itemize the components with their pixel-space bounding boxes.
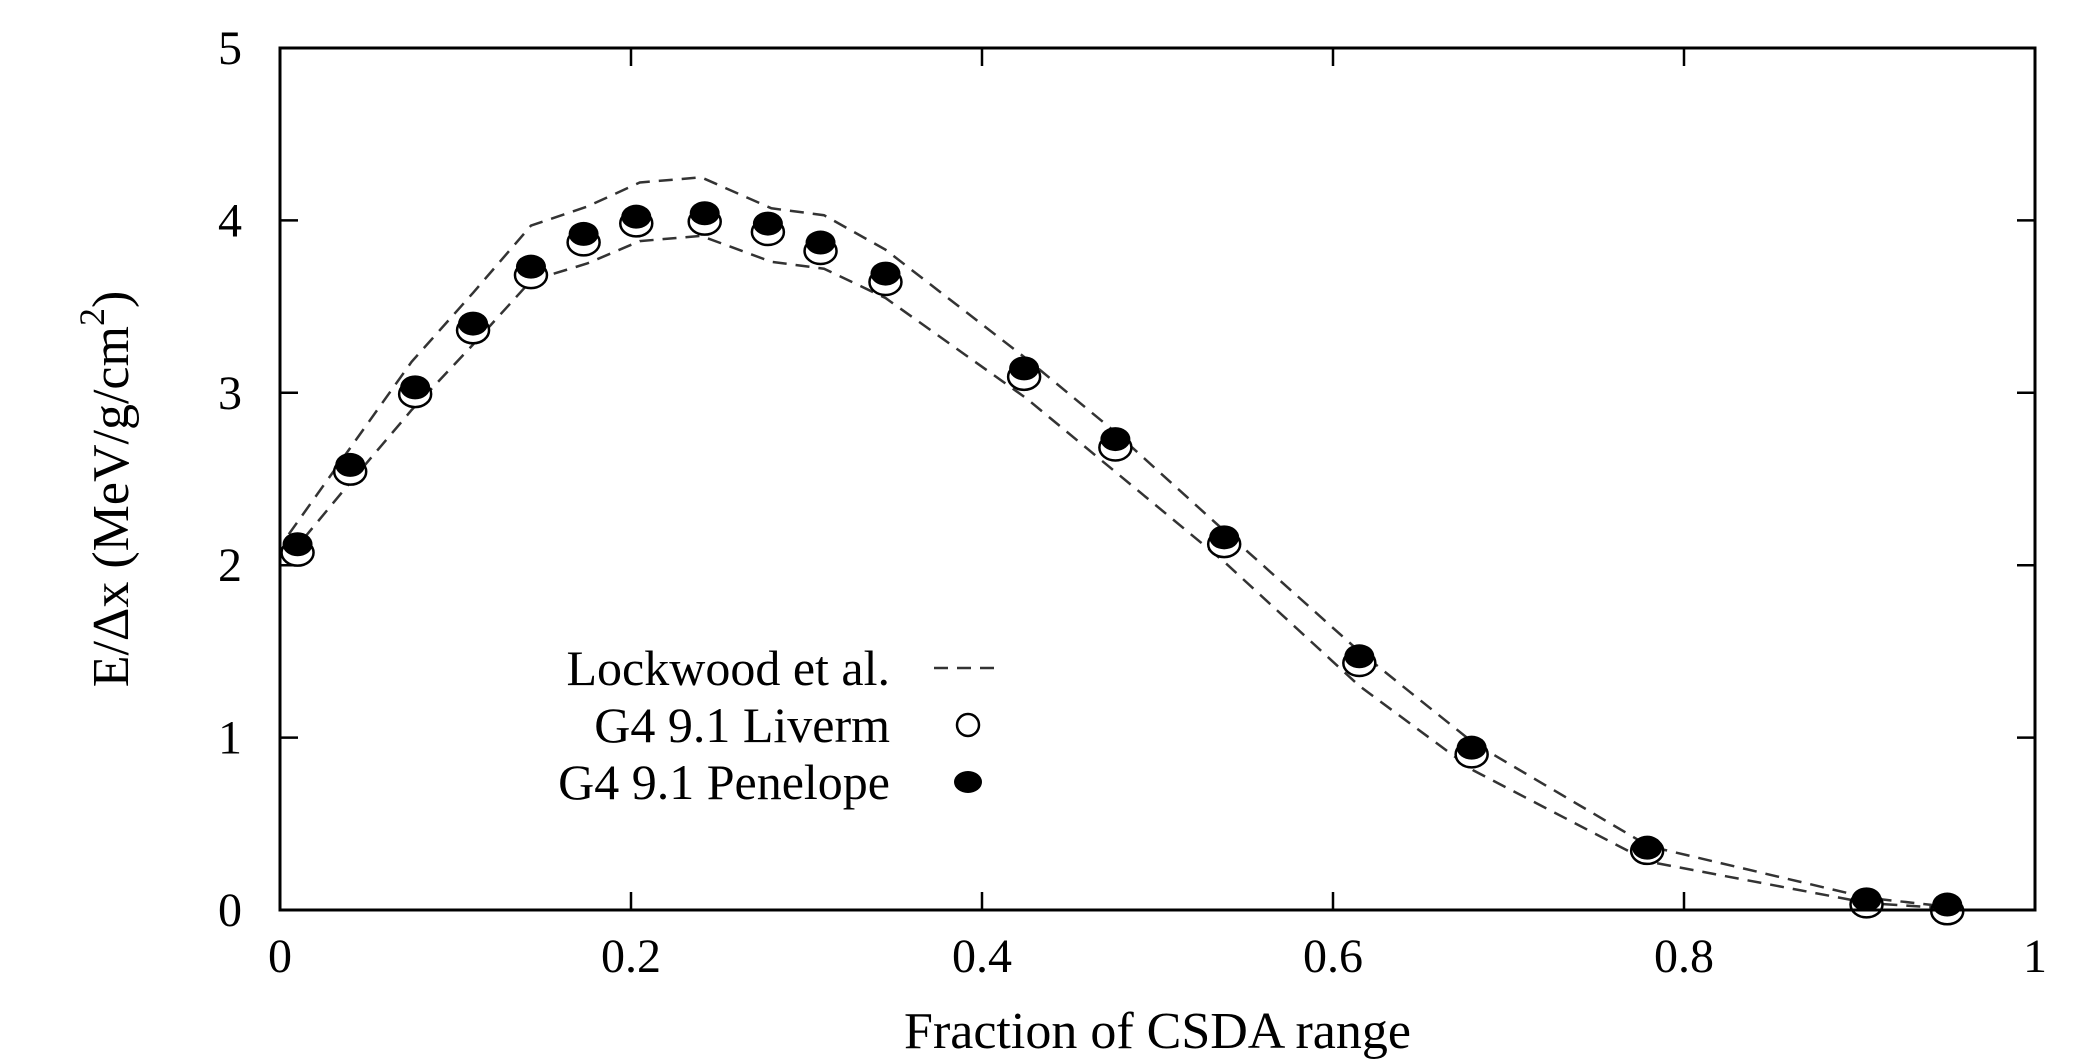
penelope-point (458, 311, 489, 336)
penelope-point (400, 375, 431, 400)
penelope-point (1632, 835, 1663, 860)
penelope-point (1209, 525, 1240, 550)
y-tick-label: 3 (218, 367, 242, 420)
y-axis-label-close: ) (83, 291, 140, 308)
plot-frame (278, 46, 2037, 912)
y-axis-label: E/Δx (MeV/g/cm2) (72, 291, 140, 688)
penelope-point (870, 261, 901, 286)
x-tick-label: 1 (2023, 930, 2047, 983)
y-tick-label: 4 (218, 194, 242, 247)
penelope-point (1932, 892, 1963, 917)
lockwood-upper-line (287, 176, 1948, 908)
lockwood-lower-line (287, 234, 1948, 910)
penelope-point (1100, 427, 1131, 452)
penelope-point (335, 452, 366, 477)
legend: Lockwood et al. G4 9.1 Liverm G4 9.1 Pen… (558, 640, 1002, 810)
y-tick-label: 0 (218, 884, 242, 937)
y-tick-label: 5 (218, 22, 242, 75)
penelope-point (282, 532, 313, 557)
legend-label-liverm: G4 9.1 Liverm (594, 697, 890, 753)
penelope-point (752, 211, 783, 236)
y-axis-label-sup: 2 (72, 308, 112, 326)
legend-label-lockwood: Lockwood et al. (566, 640, 890, 696)
legend-open-circle-symbol (955, 712, 981, 738)
penelope-point (805, 230, 836, 255)
legend-filled-circle-symbol (954, 771, 982, 793)
penelope-point (1456, 735, 1487, 760)
penelope-point (568, 221, 599, 246)
y-axis-label-main: E/Δx (MeV/g/cm (83, 326, 140, 687)
data-points (280, 201, 1965, 926)
penelope-point (1851, 887, 1882, 912)
axis-ticks (278, 46, 2037, 912)
x-tick-label: 0.4 (952, 930, 1012, 983)
x-tick-label: 0.6 (1303, 930, 1363, 983)
penelope-point (621, 204, 652, 229)
x-tick-label: 0.2 (601, 930, 661, 983)
x-tick-label: 0 (268, 930, 292, 983)
tick-labels: 0 0.2 0.4 0.6 0.8 1 0 1 2 3 4 5 (218, 22, 2047, 983)
y-tick-label: 2 (218, 539, 242, 592)
legend-label-penelope: G4 9.1 Penelope (558, 754, 890, 810)
x-tick-label: 0.8 (1654, 930, 1714, 983)
penelope-point (1009, 356, 1040, 381)
penelope-point (1344, 644, 1375, 669)
y-tick-label: 1 (218, 712, 242, 765)
penelope-point (689, 201, 720, 226)
penelope-point (515, 254, 546, 279)
x-axis-label: Fraction of CSDA range (904, 1003, 1411, 1060)
